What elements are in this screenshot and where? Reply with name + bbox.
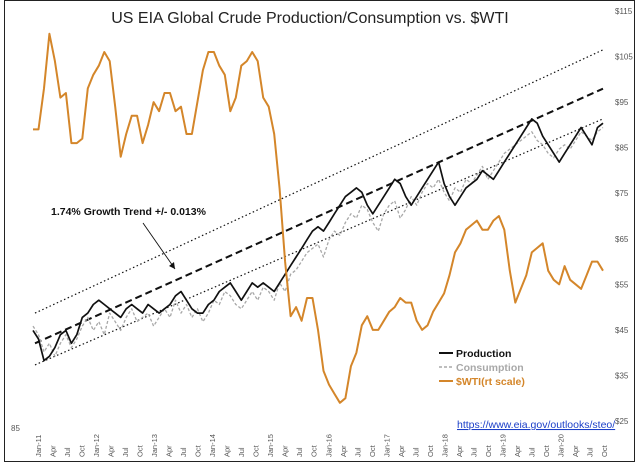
chart-title: US EIA Global Crude Production/Consumpti…	[111, 10, 509, 27]
x-tick-label: Jul	[353, 447, 362, 457]
x-tick-label: Oct	[426, 444, 435, 457]
x-tick-label: Jul	[63, 447, 72, 457]
right-tick-label: $75	[615, 189, 629, 198]
x-tick-label: Jan-11	[34, 435, 43, 457]
x-tick-label: Oct	[78, 444, 87, 457]
x-tick-label: Oct	[600, 444, 609, 457]
annotation-arrow	[142, 222, 176, 270]
x-tick-label: Oct	[252, 444, 261, 457]
production-series	[32, 118, 604, 362]
x-axis-ticks: Jan-11 Apr Jul Oct Jan-12 Apr Jul Oct Jan-13 Apr J…	[34, 434, 609, 457]
consumption-series	[32, 126, 604, 357]
x-tick-label: Apr	[455, 445, 464, 457]
x-tick-label: Oct	[136, 444, 145, 457]
right-tick-label: $25	[615, 417, 629, 426]
x-tick-label: Apr	[49, 445, 58, 457]
x-tick-label: Jul	[469, 447, 478, 457]
x-tick-label: Oct	[484, 444, 493, 457]
legend-wti: $WTI(rt scale)	[456, 376, 525, 388]
x-tick-label: Apr	[339, 445, 348, 457]
wti-line	[33, 32, 604, 404]
consumption-line	[32, 126, 604, 357]
x-tick-label: Jul	[585, 447, 594, 457]
x-tick-label: Oct	[310, 444, 319, 457]
x-tick-label: Jan-16	[324, 434, 333, 457]
wti-series	[33, 32, 604, 404]
trend-line	[34, 87, 604, 345]
legend-consumption: Consumption	[456, 362, 524, 374]
right-tick-label: $45	[615, 326, 629, 335]
x-tick-label: Jul	[121, 447, 130, 457]
legend-production: Production	[456, 348, 511, 360]
right-tick-label: $105	[615, 53, 633, 62]
chart-frame: US EIA Global Crude Production/Consumpti…	[4, 0, 635, 462]
chart-canvas: US EIA Global Crude Production/Consumpti…	[11, 7, 633, 457]
x-tick-label: Oct	[194, 444, 203, 457]
x-tick-label: Apr	[571, 445, 580, 457]
x-tick-label: Jul	[527, 447, 536, 457]
trend-upper-band	[34, 49, 604, 314]
left-axis-label: 85	[11, 424, 20, 433]
x-tick-label: Jul	[237, 447, 246, 457]
right-tick-label: $55	[615, 280, 629, 289]
x-tick-label: Apr	[513, 445, 522, 457]
x-tick-label: Jan-14	[208, 434, 217, 457]
x-tick-label: Jan-15	[266, 434, 275, 457]
x-tick-label: Oct	[542, 444, 551, 457]
x-tick-label: Oct	[368, 444, 377, 457]
right-tick-label: $35	[615, 371, 629, 380]
trend-annotation: 1.74% Growth Trend +/- 0.013%	[51, 206, 207, 218]
x-tick-label: Apr	[165, 445, 174, 457]
production-line	[32, 118, 604, 362]
trend-band	[34, 49, 604, 366]
x-tick-label: Jan-20	[556, 434, 565, 457]
legend: Production Consumption $WTI(rt scale)	[439, 348, 525, 388]
x-tick-label: Jan-17	[382, 434, 391, 457]
x-tick-label: Jan-18	[440, 434, 449, 457]
right-axis-ticks: $115 $105 $95 $85 $75 $65 $55 $45 $35 $25	[615, 7, 633, 426]
annotation-arrow-head	[169, 262, 175, 269]
trend-lower-band	[34, 118, 604, 366]
x-tick-label: Jan-13	[150, 434, 159, 457]
x-tick-label: Apr	[281, 445, 290, 457]
x-tick-label: Jul	[179, 447, 188, 457]
x-tick-label: Apr	[397, 445, 406, 457]
x-tick-label: Jul	[295, 447, 304, 457]
x-tick-label: Jan-19	[498, 434, 507, 457]
x-tick-label: Jan-12	[92, 434, 101, 457]
right-tick-label: $95	[615, 98, 629, 107]
right-tick-label: $115	[615, 7, 633, 16]
x-tick-label: Apr	[107, 445, 116, 457]
source-link[interactable]: https://www.eia.gov/outlooks/steo/	[457, 419, 615, 431]
x-tick-label: Jul	[411, 447, 420, 457]
right-tick-label: $85	[615, 144, 629, 153]
x-tick-label: Apr	[223, 445, 232, 457]
right-tick-label: $65	[615, 235, 629, 244]
